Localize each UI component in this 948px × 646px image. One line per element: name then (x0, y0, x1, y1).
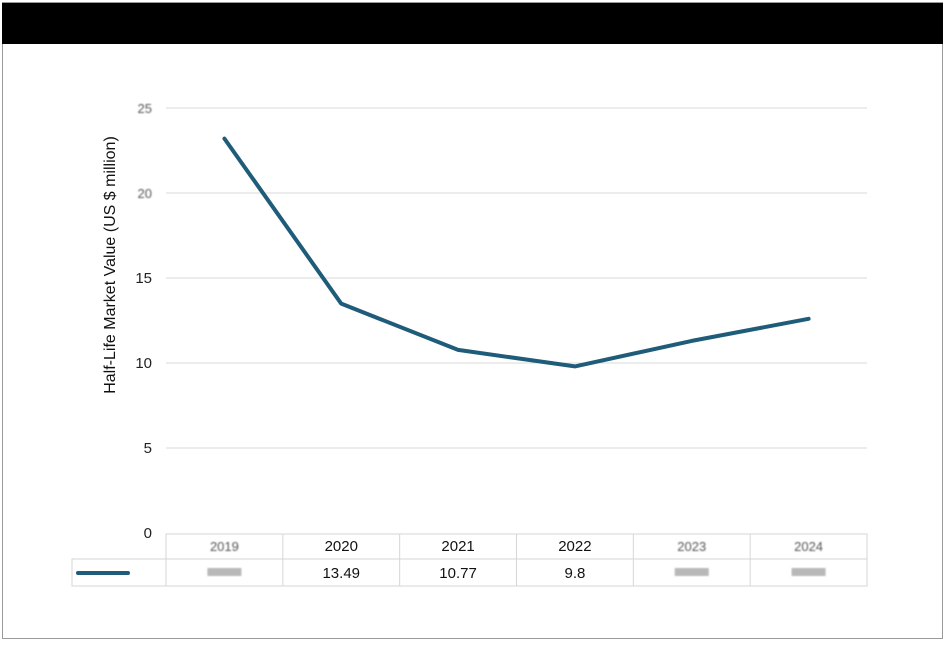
category-label-2022: 2022 (558, 538, 591, 555)
table-value-blurred-4 (674, 568, 709, 576)
data-table: 2019 2020 2021 2022 2023 2024 13.49 10.77 9.8 (71, 533, 868, 587)
y-tick-10: 10 (135, 355, 152, 372)
category-label-2019: 2019 (210, 539, 239, 554)
category-label-2021: 2021 (441, 538, 474, 555)
series-line-0 (222, 136, 811, 369)
table-value-blurred-5 (791, 568, 826, 576)
category-label-2023: 2023 (677, 539, 706, 554)
category-label-2020: 2020 (325, 538, 358, 555)
table-value-1: 13.49 (322, 565, 360, 582)
y-tick-5: 5 (144, 440, 152, 457)
y-axis-label: Half-Life Market Value (US $ million) (102, 136, 119, 394)
y-tick-20: 20 (138, 186, 152, 201)
table-value-blurred-0 (207, 568, 242, 576)
table-value-3: 9.8 (564, 565, 585, 582)
table-value-row (71, 558, 868, 587)
category-label-2024: 2024 (794, 539, 823, 554)
y-tick-15: 15 (135, 270, 152, 287)
series-lines (222, 136, 811, 369)
header-bar (2, 3, 943, 44)
y-tick-0: 0 (144, 525, 152, 542)
y-axis-ticks: 0 5 10 15 20 25 (135, 101, 152, 542)
table-value-2: 10.77 (439, 565, 477, 582)
gridlines (166, 107, 867, 449)
y-tick-25: 25 (138, 101, 152, 116)
